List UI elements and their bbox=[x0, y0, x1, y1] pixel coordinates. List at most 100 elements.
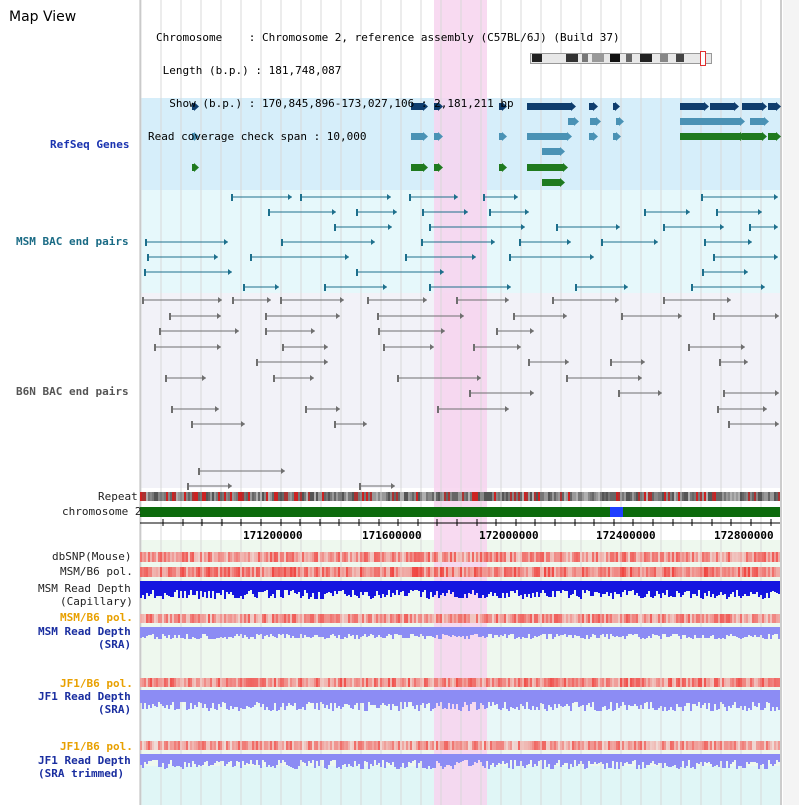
repeat-mark bbox=[622, 492, 624, 501]
heat-mark bbox=[372, 678, 374, 687]
heat-mark bbox=[432, 741, 434, 750]
heat-mark bbox=[200, 614, 202, 623]
heat-mark bbox=[196, 678, 198, 687]
heat-mark bbox=[424, 678, 426, 687]
heat-mark bbox=[502, 741, 504, 750]
depth-bar bbox=[668, 754, 670, 767]
heat-mark bbox=[348, 567, 350, 577]
heat-mark bbox=[528, 678, 530, 687]
heat-mark bbox=[310, 567, 312, 577]
heat-mark bbox=[628, 678, 630, 687]
heat-mark bbox=[140, 614, 142, 623]
heat-mark bbox=[558, 678, 560, 687]
depth-bar bbox=[346, 581, 348, 596]
depth-bar bbox=[734, 754, 736, 760]
heat-mark bbox=[446, 678, 448, 687]
gene-glyph bbox=[434, 103, 438, 110]
depth-bar bbox=[694, 754, 696, 769]
depth-bar bbox=[570, 627, 572, 635]
depth-bar bbox=[254, 690, 256, 705]
heat-mark bbox=[616, 678, 618, 687]
depth-bar bbox=[522, 754, 524, 766]
depth-bar bbox=[688, 627, 690, 637]
heat-mark bbox=[388, 567, 390, 577]
repeat-mark bbox=[168, 492, 170, 501]
heat-mark bbox=[484, 567, 486, 577]
heat-mark bbox=[628, 614, 630, 623]
depth-bar bbox=[454, 627, 456, 636]
depth-bar bbox=[730, 627, 732, 634]
heat-mark bbox=[706, 614, 708, 623]
heat-mark bbox=[548, 678, 550, 687]
heat-mark bbox=[396, 741, 398, 750]
heat-mark bbox=[210, 552, 212, 562]
depth-bar bbox=[490, 754, 492, 765]
depth-bar bbox=[642, 690, 644, 709]
depth-bar bbox=[274, 690, 276, 703]
depth-bar bbox=[360, 581, 362, 592]
depth-bar bbox=[376, 754, 378, 765]
heat-mark bbox=[290, 567, 292, 577]
depth-bar bbox=[242, 581, 244, 599]
depth-bar bbox=[706, 690, 708, 709]
heat-mark bbox=[486, 614, 488, 623]
depth-bar bbox=[202, 627, 204, 634]
heat-mark bbox=[476, 552, 478, 562]
bac-end-arrow bbox=[340, 297, 344, 303]
heat-mark bbox=[698, 741, 700, 750]
depth-bar bbox=[286, 581, 288, 590]
heat-mark bbox=[610, 552, 612, 562]
repeat-mark bbox=[200, 492, 202, 501]
heat-mark bbox=[462, 741, 464, 750]
depth-bar bbox=[410, 581, 412, 590]
heat-mark bbox=[426, 567, 428, 577]
depth-bar bbox=[416, 690, 418, 705]
depth-bar bbox=[568, 581, 570, 598]
depth-bar bbox=[430, 581, 432, 592]
heat-mark bbox=[740, 567, 742, 577]
chromosome-ideogram[interactable] bbox=[530, 51, 712, 66]
depth-bar bbox=[534, 627, 536, 636]
heat-mark bbox=[414, 552, 416, 562]
repeat-mark bbox=[240, 492, 242, 501]
heat-mark bbox=[732, 552, 734, 562]
repeat-mark bbox=[638, 492, 640, 501]
depth-bar bbox=[198, 690, 200, 702]
depth-bar bbox=[772, 581, 774, 591]
heat-mark bbox=[744, 678, 746, 687]
depth-bar bbox=[604, 581, 606, 594]
depth-bar bbox=[538, 690, 540, 710]
depth-bar bbox=[456, 581, 458, 597]
heat-mark bbox=[144, 741, 146, 750]
heat-mark bbox=[778, 552, 780, 562]
heat-mark bbox=[658, 741, 660, 750]
bac-end bbox=[147, 254, 149, 261]
depth-bar bbox=[712, 754, 714, 767]
heat-mark bbox=[546, 552, 548, 562]
heat-mark bbox=[344, 741, 346, 750]
heat-mark bbox=[276, 741, 278, 750]
heat-mark bbox=[718, 678, 720, 687]
depth-bar bbox=[512, 690, 514, 708]
heat-mark bbox=[396, 614, 398, 623]
repeat-mark bbox=[186, 492, 188, 501]
gene-arrow bbox=[704, 102, 709, 111]
heat-mark bbox=[230, 678, 232, 687]
heat-mark bbox=[268, 678, 270, 687]
heat-mark bbox=[258, 614, 260, 623]
heat-mark bbox=[572, 741, 574, 750]
depth-bar bbox=[216, 581, 218, 593]
heat-mark bbox=[562, 678, 564, 687]
heat-mark bbox=[246, 741, 248, 750]
heat-mark bbox=[624, 741, 626, 750]
depth-bar bbox=[656, 581, 658, 591]
depth-bar bbox=[738, 754, 740, 766]
heat-mark bbox=[778, 567, 780, 577]
depth-bar bbox=[476, 690, 478, 710]
depth-bar bbox=[286, 690, 288, 706]
heat-mark bbox=[404, 614, 406, 623]
repeat-mark bbox=[362, 492, 364, 501]
heat-mark bbox=[766, 614, 768, 623]
depth-bar bbox=[536, 581, 538, 592]
